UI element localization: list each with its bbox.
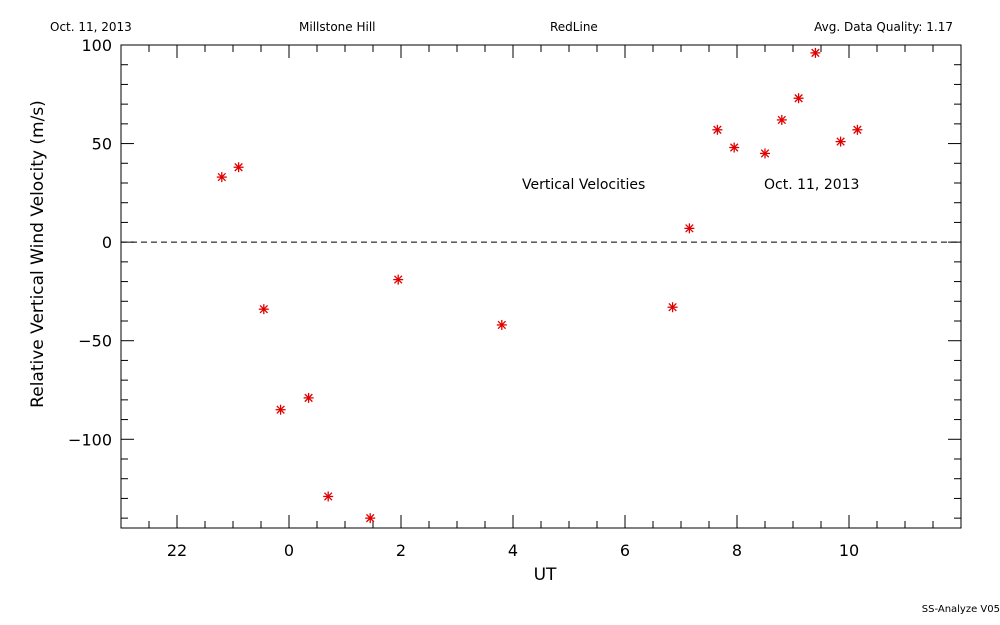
x-tick-label: 22 (167, 541, 187, 560)
data-point (216, 172, 227, 183)
data-point (393, 274, 404, 285)
x-tick-label: 2 (396, 541, 406, 560)
header-quality: Avg. Data Quality: 1.17 (814, 20, 953, 34)
data-point-stroke (713, 125, 722, 134)
x-tick-label: 8 (732, 541, 742, 560)
x-tick-label: 10 (839, 541, 859, 560)
data-point (729, 142, 740, 153)
y-tick-label: 100 (81, 36, 112, 55)
data-point-stroke (304, 393, 313, 403)
data-point-stroke (259, 304, 269, 314)
data-point (760, 148, 770, 159)
plot-frame (120, 44, 962, 529)
axis-ticks (120, 44, 962, 528)
header-date: Oct. 11, 2013 (50, 20, 132, 34)
annotation-title: Vertical Velocities (522, 177, 645, 193)
y-tick-label: 0 (102, 233, 112, 252)
y-axis-title: Relative Vertical Wind Velocity (m/s) (28, 100, 48, 408)
data-point-stroke (853, 125, 862, 134)
data-point-stroke (497, 320, 507, 330)
data-point-stroke (811, 48, 820, 58)
data-point (496, 319, 507, 330)
data-point-stroke (729, 143, 739, 152)
y-tick-label: −50 (78, 332, 112, 351)
data-point-stroke (276, 405, 285, 414)
data-point (323, 491, 334, 502)
y-tick-label: 50 (92, 135, 112, 154)
footer-software: SS-Analyze V05 (922, 604, 1000, 615)
data-points (216, 47, 863, 524)
header-site: Millstone Hill (299, 20, 375, 34)
data-point (852, 124, 863, 135)
data-point-stroke (836, 137, 845, 146)
data-point (793, 93, 804, 104)
data-point (712, 124, 723, 135)
x-tick-label: 6 (620, 541, 630, 560)
data-point (835, 136, 846, 147)
x-tick-label: 0 (284, 541, 294, 560)
data-point (258, 304, 269, 315)
data-point-stroke (393, 275, 403, 284)
data-point-stroke (323, 492, 333, 501)
x-axis-title: UT (534, 565, 557, 585)
data-point-stroke (777, 115, 787, 125)
data-point (275, 404, 286, 415)
data-point (810, 47, 821, 58)
data-point-stroke (685, 224, 694, 233)
data-point-stroke (760, 149, 770, 158)
data-point (667, 302, 678, 313)
data-point (776, 114, 787, 125)
axis-tick-labels: −100 −50 0 50 100 22 0 2 4 6 8 10 (68, 36, 859, 560)
data-point-stroke (365, 513, 375, 523)
data-point (303, 392, 314, 403)
annotation-date: Oct. 11, 2013 (764, 177, 859, 193)
data-point-stroke (794, 94, 803, 103)
data-point (233, 162, 244, 173)
data-point (365, 513, 376, 524)
y-tick-label: −100 (68, 430, 112, 449)
header-instrument: RedLine (550, 20, 598, 34)
data-point-stroke (234, 163, 243, 172)
x-tick-label: 4 (508, 541, 518, 560)
data-point (684, 223, 695, 234)
data-point-stroke (217, 172, 227, 182)
data-point-stroke (668, 302, 677, 312)
plot-axes (120, 44, 962, 529)
